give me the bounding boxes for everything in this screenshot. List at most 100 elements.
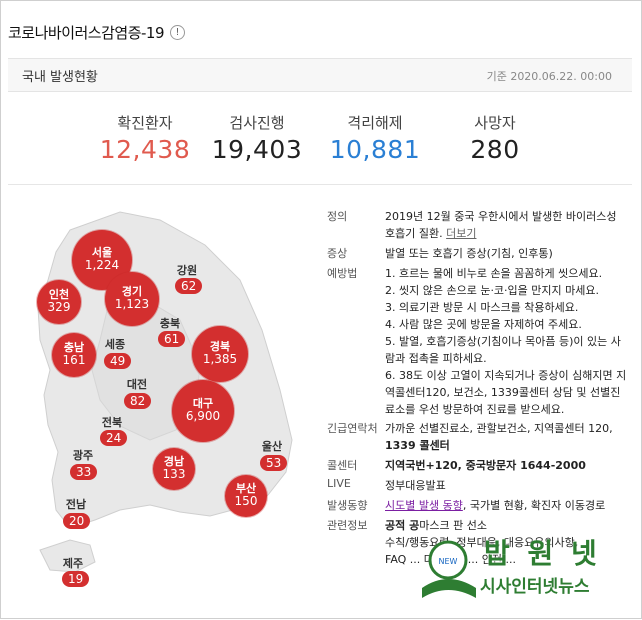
live-link[interactable]: 정부대응발표 [385, 479, 446, 492]
region-count: 1,224 [84, 258, 120, 273]
divider [8, 184, 632, 185]
region-count-sejong[interactable]: 49 [104, 353, 132, 369]
region-name: 서울 [91, 245, 113, 259]
region-name-daejeon: 대전 [126, 378, 148, 391]
stat-released: 격리해제 10,881 [320, 112, 430, 164]
stat-testing: 검사진행 19,403 [202, 112, 312, 164]
korea-map[interactable]: 서울 1,224 인천 329 경기 1,123 충남 161 경북 1,385… [0, 190, 320, 619]
stat-value: 280 [470, 135, 520, 164]
stat-value: 10,881 [329, 135, 421, 164]
region-bubble-busan[interactable]: 부산 150 [225, 475, 267, 517]
title-row: 코로나바이러스감염증-19 ! [8, 20, 186, 44]
related-link[interactable]: 공적 공 [385, 519, 420, 532]
region-name: 경북 [209, 339, 231, 353]
region-name: 부산 [235, 481, 257, 495]
region-name-ulsan: 울산 [261, 440, 283, 453]
region-name-gwangju: 광주 [72, 449, 94, 462]
region-count-jeju[interactable]: 19 [62, 571, 90, 587]
info-key: 긴급연락처 [327, 422, 378, 435]
korea-map-outline [37, 211, 293, 573]
watermark-title: 밥 원 넷 [484, 537, 601, 570]
info-row-callcenter: 콜센터 지역국번+120, 중국방문자 1644-2000 [327, 457, 627, 474]
trend-link[interactable]: 시도별 발생 동향 [385, 499, 463, 512]
stat-value: 19,403 [211, 135, 303, 164]
region-bubble-gyeonggi[interactable]: 경기 1,123 [105, 272, 159, 326]
region-bubble-incheon[interactable]: 인천 329 [37, 280, 81, 324]
symptom-text: 발열 또는 호흡기 증상(기침, 인후통) [385, 247, 553, 260]
update-date: 기준 2020.06.22. 00:00 [486, 70, 612, 83]
list-item: 4. 사람 많은 곳에 방문을 자제하여 주세요. [385, 318, 582, 331]
related-line: 수칙/행동요령, 정부대응, 대응요유의사항, [385, 536, 579, 549]
stat-value: 12,438 [99, 135, 191, 164]
region-count-gangwon[interactable]: 62 [175, 278, 203, 294]
watermark-logo: NEW 밥 원 넷 시사인터넷뉴스 [420, 530, 640, 616]
region-name-chungbuk: 충북 [159, 317, 181, 330]
region-count-daejeon[interactable]: 82 [124, 393, 152, 409]
region-count: 150 [234, 494, 258, 509]
info-row-live: LIVE 정부대응발표 [327, 477, 627, 494]
watermark-emblem-icon: NEW [422, 540, 476, 598]
contact-bold: 1339 콜센터 [385, 439, 450, 452]
info-key: 정의 [327, 210, 348, 223]
contact-text: 가까운 선별진료소, 관할보건소, 지역콜센터 120, [385, 422, 613, 435]
related-link[interactable]: 선 [466, 519, 477, 532]
stat-label: 확진환자 [117, 114, 173, 132]
subheader-bar: 국내 발생현황 기준 2020.06.22. 00:00 [8, 58, 632, 92]
region-name-sejong: 세종 [104, 338, 126, 351]
region-bubble-gyeongbuk[interactable]: 경북 1,385 [192, 326, 248, 382]
subheader-label: 국내 발생현황 [22, 70, 98, 85]
region-bubble-chungnam[interactable]: 충남 161 [52, 333, 96, 377]
more-link[interactable]: 더보기 [446, 227, 477, 240]
info-key: 증상 [327, 247, 348, 260]
region-bubble-daegu[interactable]: 대구 6,900 [172, 380, 234, 442]
stat-label: 격리해제 [347, 114, 403, 132]
region-count-jeonbuk[interactable]: 24 [100, 430, 128, 446]
region-count: 161 [62, 353, 86, 368]
region-count: 1,385 [202, 352, 238, 367]
watermark-subtitle: 시사인터넷뉴스 [480, 577, 590, 597]
region-name: 경남 [163, 454, 185, 468]
region-name-jeonnam: 전남 [65, 498, 87, 511]
trend-rest: , 국가별 현황, 확진자 이동경로 [462, 499, 606, 512]
region-bubble-gyeongnam[interactable]: 경남 133 [153, 448, 195, 490]
info-key: 관련정보 [327, 519, 368, 532]
info-row-prevention: 예방법 1. 흐르는 물에 비누로 손을 꼼꼼하게 씻으세요. 2. 씻지 않은… [327, 265, 627, 418]
svg-text:NEW: NEW [439, 557, 458, 566]
info-icon[interactable]: ! [170, 24, 186, 40]
region-name-jeonbuk: 전북 [101, 416, 123, 429]
region-count: 329 [47, 300, 71, 315]
region-name: 경기 [121, 284, 143, 298]
info-row-trend: 발생동향 시도별 발생 동향, 국가별 현황, 확진자 이동경로 [327, 497, 627, 514]
list-item: 1. 흐르는 물에 비누로 손을 꼼꼼하게 씻으세요. [385, 267, 603, 280]
region-name: 인천 [48, 287, 70, 301]
info-key: 예방법 [327, 267, 358, 280]
info-key: 콜센터 [327, 459, 358, 472]
prevention-list: 1. 흐르는 물에 비누로 손을 꼼꼼하게 씻으세요. 2. 씻지 않은 손으로… [385, 265, 627, 418]
info-key: LIVE [327, 477, 351, 490]
definition-text: 2019년 12월 중국 우한시에서 발생한 바이러스성 호흡기 질환. [385, 210, 617, 240]
region-count: 6,900 [185, 409, 221, 424]
region-name: 충남 [63, 340, 85, 354]
region-count-ulsan[interactable]: 53 [260, 455, 288, 471]
info-row-symptom: 증상 발열 또는 호흡기 증상(기침, 인후통) [327, 245, 627, 262]
region-count: 133 [162, 467, 186, 482]
stat-label: 검사진행 [229, 114, 285, 132]
region-name: 대구 [192, 396, 214, 410]
stat-deaths: 사망자 280 [445, 112, 545, 164]
region-count-gwangju[interactable]: 33 [70, 464, 98, 480]
related-link[interactable]: 소 [476, 519, 487, 532]
related-link[interactable]: 마스크 [419, 519, 454, 532]
callcenter-text: 지역국번+120, 중국방문자 1644-2000 [385, 459, 586, 472]
info-row-contact: 긴급연락처 가까운 선별진료소, 관할보건소, 지역콜센터 120, 1339 … [327, 420, 627, 454]
region-count-jeonnam[interactable]: 20 [63, 513, 91, 529]
page-title: 코로나바이러스감염증-19 [8, 23, 165, 42]
list-item: 3. 의료기관 방문 시 마스크를 착용하세요. [385, 301, 579, 314]
list-item: 2. 씻지 않은 손으로 눈·코·입을 만지지 마세요. [385, 284, 600, 297]
info-key: 발생동향 [327, 499, 368, 512]
related-link[interactable]: 판 [453, 519, 467, 532]
region-count-chungbuk[interactable]: 61 [158, 331, 186, 347]
stat-confirmed: 확진환자 12,438 [90, 112, 200, 164]
region-name-gangwon: 강원 [176, 264, 198, 277]
list-item: 6. 38도 이상 고열이 지속되거나 증상이 심해지면 지역콜센터120, 보… [385, 369, 627, 416]
region-count: 1,123 [114, 297, 150, 312]
